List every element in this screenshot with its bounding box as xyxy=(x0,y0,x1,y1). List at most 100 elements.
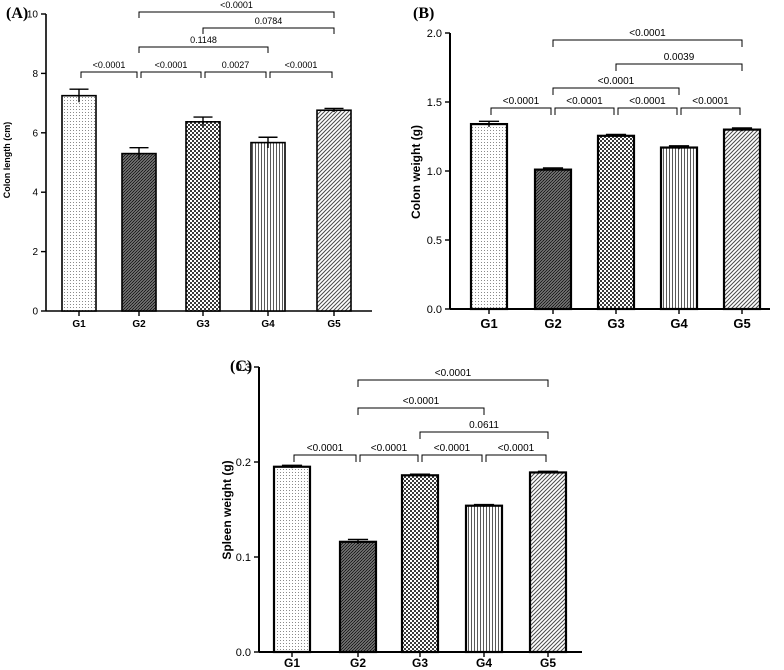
panel-b-label: (B) xyxy=(413,5,434,22)
panel-b-p-value-label: <0.0001 xyxy=(629,28,666,39)
panel-c-bar-g4 xyxy=(464,504,504,654)
panel-b-p-value-label: 0.0039 xyxy=(664,52,695,63)
panel-a-category-label: G4 xyxy=(261,319,275,330)
panel-c-significance-bracket xyxy=(421,454,483,462)
panel-b-bar-g2 xyxy=(533,168,573,311)
panel-b-y-tick-label: 0.0 xyxy=(427,304,442,316)
panel-b-category-label: G3 xyxy=(607,316,624,331)
panel-a-bar-g3 xyxy=(185,121,221,312)
panel-b-significance-bracket xyxy=(490,107,552,115)
panel-b-y-tick-label: 2.0 xyxy=(427,28,442,40)
panel-a-bar-g2 xyxy=(121,152,157,312)
panel-a-category-label: G3 xyxy=(196,319,210,330)
panel-c-category-label: G5 xyxy=(540,656,556,670)
panel-b-significance-bracket xyxy=(680,107,741,115)
panel-a-p-value-label: <0.0001 xyxy=(93,60,126,70)
panel-b-significance-bracket xyxy=(617,107,678,115)
panel-b-y-tick-label: 1.5 xyxy=(427,97,442,109)
panel-c-p-value-label: <0.0001 xyxy=(307,443,344,454)
panel-b-category-label: G2 xyxy=(544,316,561,331)
panel-a-label: (A) xyxy=(6,5,28,22)
panel-c-bar-g3 xyxy=(400,474,440,654)
panel-b-category-label: G5 xyxy=(733,316,750,331)
panel-c-p-value-label: <0.0001 xyxy=(434,443,471,454)
panel-a-significance-bracket xyxy=(138,11,335,18)
panel-a-p-value-label: <0.0001 xyxy=(285,60,318,70)
panel-a-y-tick-label: 10 xyxy=(27,10,39,21)
panel-a-bar-g1 xyxy=(61,94,97,312)
panel-a-y-tick-label: 0 xyxy=(32,307,38,318)
panel-c-p-value-label: 0.0611 xyxy=(469,420,499,431)
panel-b: (B) Colon weight (g) 0.0 0.5 1.0 1.5 2.0 G1 G… xyxy=(409,5,770,331)
panel-b-y-tick-label: 1.0 xyxy=(427,166,442,178)
panel-c-y-tick-label: 0.1 xyxy=(236,552,251,564)
panel-a-y-axis-label: Colon length (cm) xyxy=(2,122,12,199)
panel-c-significance-bracket xyxy=(357,379,549,387)
panel-a-p-value-label: <0.0001 xyxy=(220,0,253,10)
panel-c-y-axis-label: Spleen weight (g) xyxy=(220,460,234,559)
panel-b-y-axis-label: Colon weight (g) xyxy=(409,125,423,219)
panel-a-error-bar-g4 xyxy=(258,136,278,148)
panel-c-significance-bracket xyxy=(485,454,547,462)
panel-c-y-tick-label: 0.0 xyxy=(236,647,251,659)
panel-c: (C) Spleen weight (g) 0.0 0.1 0.2 0.3 G1 G2 G… xyxy=(220,358,582,670)
panel-c-label: (C) xyxy=(230,358,252,375)
panel-a-significance-bracket xyxy=(204,71,267,78)
panel-a-category-label: G5 xyxy=(327,319,341,330)
panel-a-bar-g5 xyxy=(316,109,352,312)
panel-b-significance-bracket xyxy=(554,107,615,115)
panel-b-bar-g1 xyxy=(469,122,509,311)
panel-c-significance-bracket xyxy=(293,454,357,462)
panel-c-significance-bracket xyxy=(419,431,549,439)
panel-c-category-label: G2 xyxy=(350,656,366,670)
panel-c-significance-bracket xyxy=(357,407,485,415)
panel-a-category-label: G1 xyxy=(72,319,86,330)
panel-c-y-tick-label: 0.2 xyxy=(236,457,251,469)
panel-a-significance-bracket xyxy=(269,71,333,78)
panel-b-p-value-label: <0.0001 xyxy=(503,96,540,107)
panel-a-category-label: G2 xyxy=(132,319,146,330)
panel-b-error-bar-g1 xyxy=(478,120,500,127)
panel-a-y-tick-label: 4 xyxy=(32,188,38,199)
panel-a-error-bar-g1 xyxy=(69,88,89,103)
panel-c-y-tick-label: 0.3 xyxy=(236,362,251,374)
panel-b-significance-bracket xyxy=(552,87,680,95)
panel-a-p-value-label: 0.0027 xyxy=(222,60,250,70)
panel-b-bar-g3 xyxy=(596,134,636,311)
panel-a-bar-g4 xyxy=(250,141,286,312)
panel-a-p-value-label: 0.0784 xyxy=(255,16,283,26)
panel-c-bar-g2 xyxy=(338,540,378,654)
panel-b-error-bar-g3 xyxy=(605,133,627,138)
panel-a-error-bar-g5 xyxy=(324,107,344,113)
panel-b-significance-bracket xyxy=(615,63,743,71)
panel-b-p-value-label: <0.0001 xyxy=(629,96,666,107)
panel-b-bar-g4 xyxy=(659,146,699,311)
panel-b-error-bar-g4 xyxy=(668,145,690,150)
panel-b-error-bar-g5 xyxy=(731,127,753,132)
panel-b-significance-bracket xyxy=(552,39,743,47)
panel-a-p-value-label: <0.0001 xyxy=(155,60,188,70)
panel-c-p-value-label: <0.0001 xyxy=(371,443,408,454)
panel-c-category-label: G1 xyxy=(284,656,300,670)
panel-c-error-bar-g5 xyxy=(537,470,559,474)
panel-a-error-bar-g2 xyxy=(129,146,149,160)
panel-a-significance-bracket xyxy=(202,27,335,34)
panel-b-category-label: G4 xyxy=(670,316,688,331)
panel-c-error-bar-g2 xyxy=(347,538,369,545)
panel-b-p-value-label: <0.0001 xyxy=(598,76,635,87)
panel-a-significance-bracket xyxy=(140,71,202,78)
panel-b-error-bar-g2 xyxy=(542,167,564,172)
panel-a-significance-bracket xyxy=(80,71,138,78)
panel-a-y-tick-label: 6 xyxy=(32,128,38,139)
panel-a-y-tick-label: 2 xyxy=(32,247,38,258)
panel-b-bar-g5 xyxy=(722,128,762,311)
panel-b-category-label: G1 xyxy=(480,316,497,331)
panel-a: (A) Colon length (cm) 0 2 4 6 8 10 G1 G2 G3 G4 G5… xyxy=(2,0,372,330)
panel-c-p-value-label: <0.0001 xyxy=(403,396,440,407)
panel-c-bar-g1 xyxy=(272,465,312,654)
panel-c-error-bar-g4 xyxy=(473,503,495,507)
panel-c-category-label: G4 xyxy=(476,656,492,670)
panel-a-significance-bracket xyxy=(138,46,269,53)
panel-c-p-value-label: <0.0001 xyxy=(435,368,472,379)
